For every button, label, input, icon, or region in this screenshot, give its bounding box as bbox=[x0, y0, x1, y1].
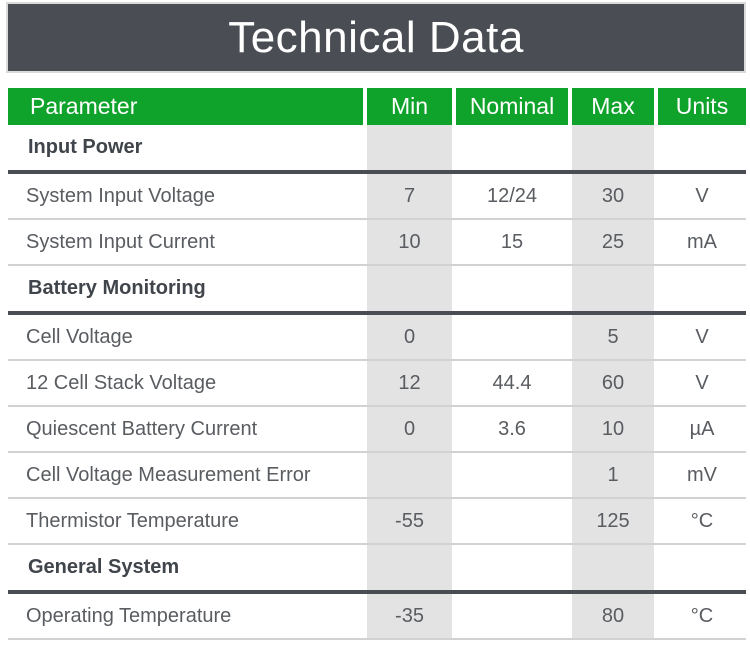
title-bar: Technical Data bbox=[8, 4, 744, 71]
cell-parameter: Cell Voltage Measurement Error bbox=[26, 463, 311, 486]
cell-min bbox=[367, 545, 452, 590]
cell-units: V bbox=[695, 371, 709, 394]
cell-max bbox=[572, 545, 654, 590]
cell-min bbox=[367, 266, 452, 311]
section-title: Battery Monitoring bbox=[28, 277, 206, 299]
cell-units: mV bbox=[687, 463, 717, 486]
cell-min: 0 bbox=[367, 407, 452, 451]
cell-nominal: 3.6 bbox=[498, 417, 526, 440]
table-header-row: Parameter Min Nominal Max Units bbox=[8, 88, 746, 125]
cell-nominal bbox=[456, 499, 568, 543]
table-row: System Input Current 10 15 25 mA bbox=[8, 220, 746, 266]
cell-min: 7 bbox=[367, 174, 452, 218]
cell-units: µA bbox=[689, 417, 715, 440]
cell-nominal bbox=[456, 315, 568, 359]
cell-nominal: 12/24 bbox=[486, 184, 538, 207]
table-row: Cell Voltage 0 5 V bbox=[8, 315, 746, 361]
cell-nominal: 44.4 bbox=[492, 371, 532, 394]
technical-data-table: Parameter Min Nominal Max Units Input Po… bbox=[8, 88, 746, 640]
cell-nominal: 15 bbox=[500, 230, 524, 253]
section-row: Input Power bbox=[8, 125, 746, 174]
page-title: Technical Data bbox=[228, 12, 524, 62]
cell-max bbox=[572, 125, 654, 170]
column-header-nominal: Nominal bbox=[456, 88, 568, 125]
cell-min bbox=[367, 453, 452, 497]
cell-units: V bbox=[695, 184, 709, 207]
cell-max: 25 bbox=[572, 220, 654, 264]
section-row: Battery Monitoring bbox=[8, 266, 746, 315]
table-row: 12 Cell Stack Voltage 12 44.4 60 V bbox=[8, 361, 746, 407]
cell-nominal bbox=[456, 545, 568, 590]
cell-min bbox=[367, 125, 452, 170]
column-header-units: Units bbox=[658, 88, 746, 125]
table-row: Thermistor Temperature -55 125 °C bbox=[8, 499, 746, 545]
cell-units bbox=[658, 125, 746, 170]
cell-nominal bbox=[456, 594, 568, 638]
cell-max: 1 bbox=[572, 453, 654, 497]
column-header-max: Max bbox=[572, 88, 654, 125]
section-row: General System bbox=[8, 545, 746, 594]
cell-units: V bbox=[695, 325, 709, 348]
cell-max: 80 bbox=[572, 594, 654, 638]
table-row: Cell Voltage Measurement Error 1 mV bbox=[8, 453, 746, 499]
cell-nominal bbox=[456, 266, 568, 311]
cell-max: 10 bbox=[572, 407, 654, 451]
section-title: General System bbox=[28, 556, 180, 578]
cell-units: °C bbox=[690, 604, 714, 627]
cell-units: mA bbox=[687, 230, 717, 253]
cell-parameter: Thermistor Temperature bbox=[26, 509, 240, 532]
cell-parameter: System Input Current bbox=[26, 230, 215, 253]
cell-min: 12 bbox=[367, 361, 452, 405]
cell-units bbox=[658, 545, 746, 590]
cell-min: 10 bbox=[367, 220, 452, 264]
cell-units bbox=[658, 266, 746, 311]
table-row: Operating Temperature -35 80 °C bbox=[8, 594, 746, 640]
cell-nominal bbox=[456, 125, 568, 170]
table-row: Quiescent Battery Current 0 3.6 10 µA bbox=[8, 407, 746, 453]
cell-max: 5 bbox=[572, 315, 654, 359]
cell-min: -35 bbox=[367, 594, 452, 638]
cell-min: -55 bbox=[367, 499, 452, 543]
cell-parameter: System Input Voltage bbox=[26, 184, 216, 207]
cell-max: 125 bbox=[572, 499, 654, 543]
cell-parameter: Cell Voltage bbox=[26, 325, 133, 348]
cell-max bbox=[572, 266, 654, 311]
cell-parameter: Operating Temperature bbox=[26, 604, 232, 627]
column-header-min: Min bbox=[367, 88, 452, 125]
cell-units: °C bbox=[690, 509, 714, 532]
column-header-parameter: Parameter bbox=[8, 88, 363, 125]
cell-max: 30 bbox=[572, 174, 654, 218]
cell-min: 0 bbox=[367, 315, 452, 359]
cell-parameter: 12 Cell Stack Voltage bbox=[26, 371, 217, 394]
table-body: Input Power System Input Voltage 7 12/24 30 V… bbox=[8, 125, 746, 640]
section-title: Input Power bbox=[28, 136, 143, 158]
cell-parameter: Quiescent Battery Current bbox=[26, 417, 258, 440]
cell-max: 60 bbox=[572, 361, 654, 405]
table-row: System Input Voltage 7 12/24 30 V bbox=[8, 174, 746, 220]
cell-nominal bbox=[456, 453, 568, 497]
